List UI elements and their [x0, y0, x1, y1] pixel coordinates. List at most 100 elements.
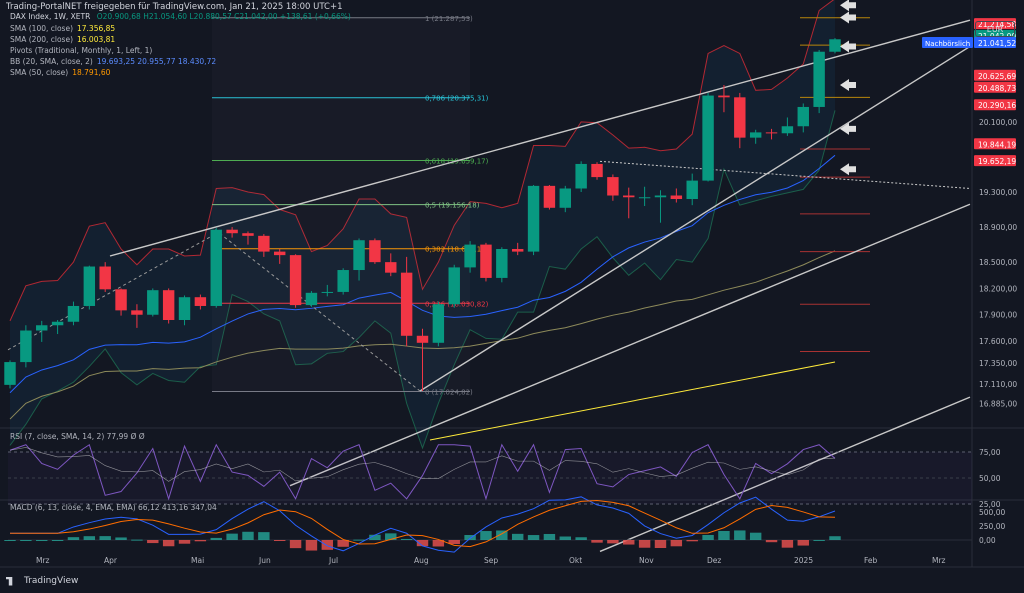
indicator-label: SMA (50, close) — [10, 68, 69, 77]
nachboerslich-badge — [922, 36, 973, 48]
indicator-label: BB (20, SMA, close, 2) — [10, 57, 93, 66]
macd-histogram-bar — [480, 531, 492, 540]
annotation-arrow-icon — [840, 11, 856, 24]
macd-histogram-bar — [496, 530, 508, 540]
macd-histogram-bar — [511, 533, 524, 540]
price-badge-label: 19.652,19 — [978, 157, 1016, 166]
price-axis-tick: 18.500,00 — [979, 258, 1017, 267]
macd-histogram-bar — [274, 540, 286, 541]
macd-histogram-bar — [289, 540, 302, 549]
time-axis-tick: 2025 — [794, 556, 813, 565]
price-badge — [974, 36, 1016, 48]
candle-body — [131, 310, 143, 315]
indicator-pivots[interactable]: Pivots (Traditional, Monthly, 1, Left, 1… — [10, 46, 152, 55]
time-axis-tick: Mai — [191, 556, 204, 565]
candle-body — [115, 289, 127, 311]
fib-zone — [212, 17, 470, 392]
candle-body — [99, 266, 111, 290]
candle-body — [511, 248, 524, 252]
time-axis-tick: Mrz — [36, 556, 50, 565]
time-axis-tick: Feb — [864, 556, 878, 565]
macd-label[interactable]: MACD (6, 13, close, 4, EMA, EMA) 66,12 4… — [10, 503, 217, 512]
dashed-fib-trend — [214, 229, 421, 392]
macd-histogram-bar — [321, 540, 334, 550]
price-badge-label: 20.488,73 — [978, 84, 1016, 93]
price-axis-tick: 19.300,00 — [979, 188, 1017, 197]
time-axis-tick: Aug — [414, 556, 429, 565]
candle-body — [147, 290, 159, 315]
dashed-fib-trend — [7, 231, 221, 351]
fib-level-label: 1 (21.287,53) — [425, 15, 473, 23]
candle-body — [289, 255, 302, 306]
macd-histogram-bar — [99, 536, 111, 540]
macd-histogram-bar — [559, 536, 571, 540]
indicator-bb[interactable]: BB (20, SMA, close, 2) 19.693,25 20.955,7… — [10, 57, 216, 66]
macd-histogram-bar — [432, 540, 445, 547]
candle-body — [464, 244, 476, 268]
sma-200-line — [429, 361, 836, 441]
candle-body — [51, 321, 64, 326]
rsi-axis-tick: 25,00 — [979, 500, 1001, 509]
annotation-arrow-icon — [840, 0, 856, 12]
candle-body — [258, 235, 270, 252]
indicator-sma100[interactable]: SMA (100, close) 17.356,85 — [10, 24, 115, 33]
price-badge — [974, 18, 1016, 30]
lower-channel-line — [289, 203, 971, 487]
fib-level-label: 0,236 (18.030,82) — [425, 300, 489, 308]
macd-histogram-bar — [654, 540, 667, 548]
candle-body — [448, 267, 460, 305]
macd-histogram-bar — [83, 536, 96, 540]
candle-body — [718, 95, 730, 98]
candle-body — [575, 163, 587, 189]
candle-body — [162, 290, 175, 320]
macd-histogram-bar — [813, 539, 825, 541]
macd-histogram-bar — [638, 540, 651, 548]
rising-trend-line — [419, 45, 971, 392]
macd-histogram-bar — [242, 531, 254, 540]
macd-histogram-bar — [702, 534, 714, 540]
candle-body — [178, 297, 191, 320]
indicator-value: 16.003,81 — [77, 35, 116, 44]
candle-body — [797, 106, 809, 127]
upper-channel-line — [109, 19, 971, 257]
rsi-label[interactable]: RSI (7, close, SMA, 14, 2) 77,99 Ø Ø — [10, 432, 145, 441]
macd-histogram-bar — [51, 540, 64, 541]
bollinger-lower — [9, 110, 836, 450]
candle-body — [369, 240, 381, 263]
macd-histogram-bar — [131, 539, 143, 541]
price-badge-label: 19.844,19 — [978, 140, 1016, 149]
macd-histogram-bar — [670, 540, 683, 547]
candle-body — [385, 262, 397, 273]
candle-body — [496, 248, 508, 278]
nachboerslich-label: Nachbörslich — [925, 40, 970, 48]
macd-line — [10, 496, 836, 553]
macd-histogram-bar — [543, 533, 556, 540]
time-axis-tick: Sep — [484, 556, 498, 565]
candle-body — [210, 229, 222, 306]
indicator-label: Pivots (Traditional, Monthly, 1, Left, 1… — [10, 46, 153, 55]
macd-histogram-bar — [162, 540, 175, 547]
candle-body — [702, 95, 714, 181]
price-axis-tick: 17.600,00 — [979, 337, 1017, 346]
price-axis-tick: 20.100,00 — [979, 118, 1017, 127]
time-axis-tick: Jul — [328, 556, 338, 565]
sma-50-line — [9, 154, 836, 394]
annotation-arrow-icon — [840, 122, 856, 135]
candle-body — [321, 291, 334, 293]
macd-histogram-bar — [464, 535, 476, 540]
rsi-axis-tick: 50,00 — [979, 474, 1001, 483]
macd-histogram-bar — [781, 540, 794, 548]
currency-button[interactable]: EUR — [975, 21, 1015, 37]
candle-body — [781, 126, 794, 134]
macd-histogram-bar — [4, 540, 16, 541]
macd-histogram-bar — [829, 536, 841, 540]
rsi-line — [9, 443, 836, 501]
candle-body — [813, 51, 825, 107]
annotation-arrow-icon — [840, 40, 856, 53]
candle-body — [400, 272, 413, 336]
indicator-sma50[interactable]: SMA (50, close) 18.791,60 — [10, 68, 110, 77]
indicator-sma200[interactable]: SMA (200, close) 16.003,81 — [10, 35, 115, 44]
indicator-label: SMA (100, close) — [10, 24, 73, 33]
macd-histogram-bar — [416, 540, 429, 547]
